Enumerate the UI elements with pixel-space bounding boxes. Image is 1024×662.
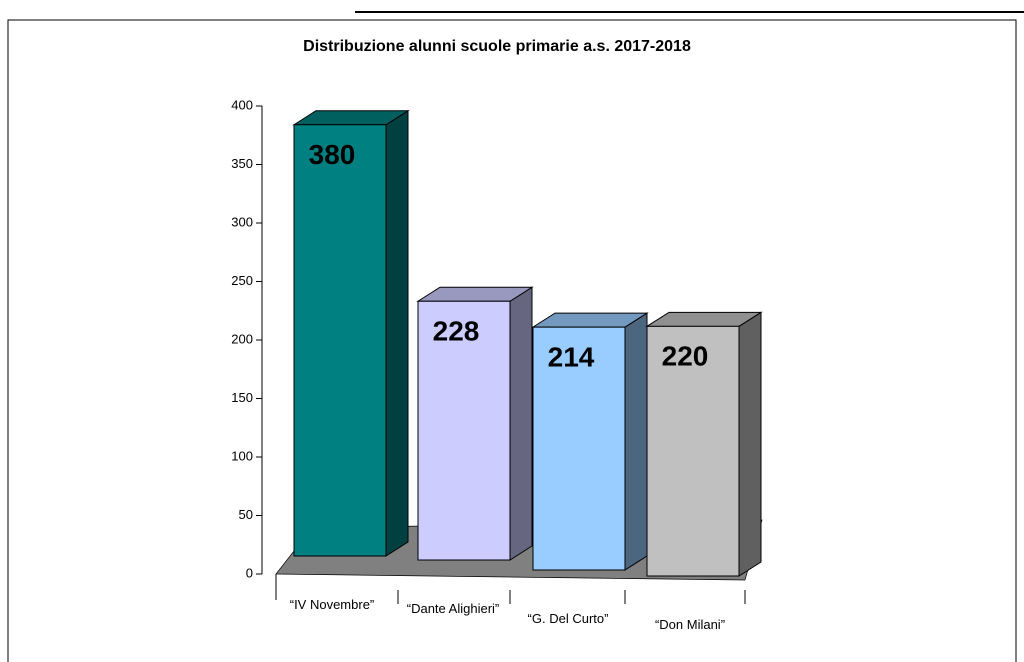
data-label: 214 <box>548 342 595 373</box>
x-tick-label: “Dante Alighieri” <box>406 601 500 616</box>
chart-title: Distribuzione alunni scuole primarie a.s… <box>303 38 691 55</box>
x-tick-label: “G. Del Curto” <box>527 611 609 626</box>
y-tick-label: 50 <box>239 507 253 522</box>
y-tick-label: 400 <box>231 97 253 112</box>
y-tick-label: 250 <box>231 273 253 288</box>
y-tick-label: 200 <box>231 331 253 346</box>
bar-side <box>509 286 533 561</box>
data-label: 220 <box>662 341 709 372</box>
x-tick-label: “Don Milani” <box>654 617 726 632</box>
data-label: 228 <box>433 316 480 347</box>
chart-frame <box>7 19 1017 662</box>
y-tick-label: 0 <box>246 565 253 580</box>
bar-side <box>624 312 648 571</box>
y-tick-label: 100 <box>231 448 253 463</box>
x-tick-label: “IV Novembre” <box>289 597 375 612</box>
data-label: 380 <box>309 139 356 170</box>
y-tick-label: 350 <box>231 156 253 171</box>
y-tick-label: 150 <box>231 390 253 405</box>
bar <box>293 124 387 557</box>
bar-side <box>385 109 409 557</box>
bar <box>532 326 626 571</box>
bar <box>417 300 511 561</box>
bar-side <box>738 311 762 577</box>
bar <box>646 325 740 577</box>
y-tick-label: 300 <box>231 214 253 229</box>
